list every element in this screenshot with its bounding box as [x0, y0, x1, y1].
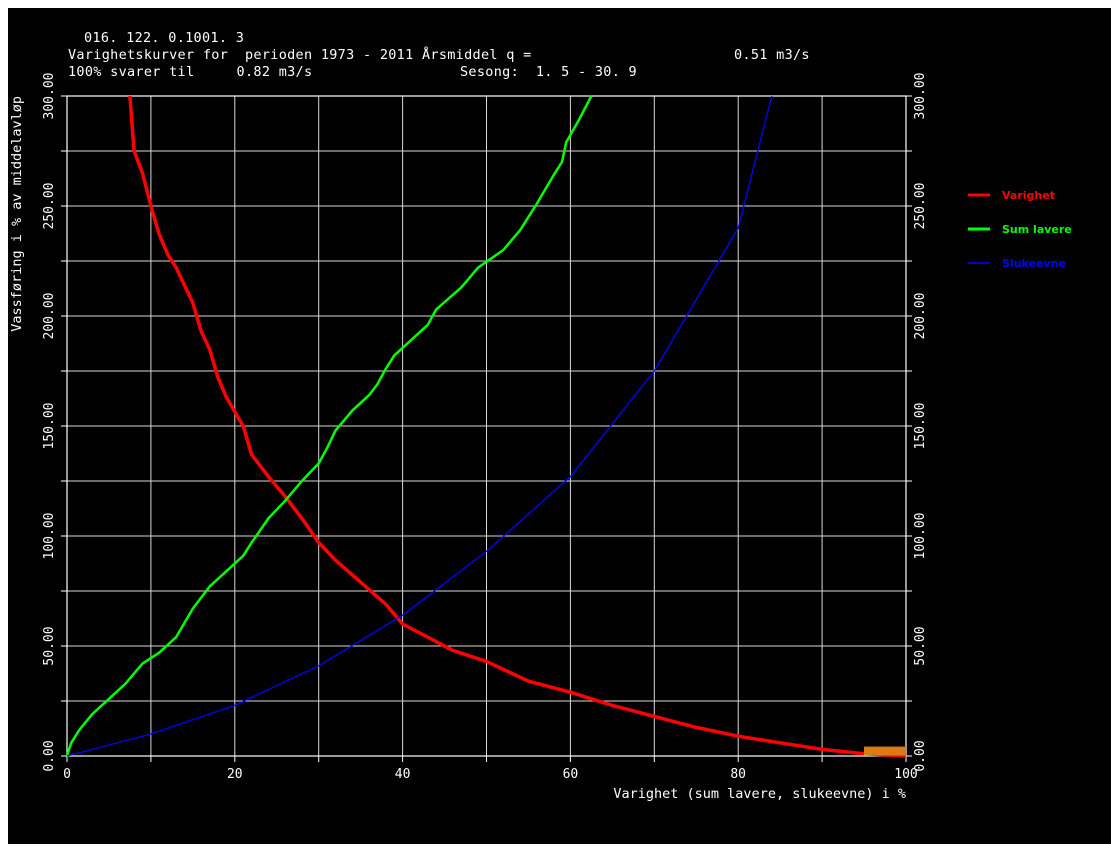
y-tick-label-right: 250.00	[913, 183, 928, 230]
legend-label: Slukeevne	[1002, 257, 1066, 270]
y-tick-label-left: 150.00	[42, 403, 57, 450]
chart-frame: 016. 122. 0.1001. 3 Varighetskurver for …	[8, 8, 1111, 844]
x-tick-label: 60	[563, 767, 579, 782]
y-tick-label-right: 300.00	[913, 73, 928, 120]
y-tick-label-left: 100.00	[42, 513, 57, 560]
x-axis-title: Varighet (sum lavere, slukeevne) i %	[613, 786, 906, 802]
y-tick-label-left: 0.00	[42, 740, 57, 771]
y-tick-label-right: 50.00	[913, 626, 928, 665]
x-tick-label: 0	[63, 767, 71, 782]
x-tick-label: 100	[894, 767, 917, 782]
y-tick-label-left: 300.00	[42, 73, 57, 120]
y-tick-label-right: 100.00	[913, 513, 928, 560]
y-axis-title: Vassføring i % av middelavløp	[9, 96, 25, 332]
x-tick-label: 80	[730, 767, 746, 782]
y-tick-label-left: 250.00	[42, 183, 57, 230]
y-tick-label-left: 50.00	[42, 626, 57, 665]
header-mean-flow: 0.51 m3/s	[734, 47, 810, 63]
y-tick-label-right: 200.00	[913, 293, 928, 340]
y-tick-label-left: 200.00	[42, 293, 57, 340]
series-line-varighet	[128, 95, 907, 758]
x-tick-label: 20	[227, 767, 243, 782]
header-season: Sesong: 1. 5 - 30. 9	[460, 64, 637, 80]
x-tick-label: 40	[395, 767, 411, 782]
y-tick-label-right: 150.00	[913, 403, 928, 450]
legend-label: Varighet	[1002, 189, 1055, 202]
series-line-sum-lavere	[65, 95, 593, 757]
series-line-slukeevne	[66, 95, 773, 757]
legend-label: Sum lavere	[1002, 223, 1072, 236]
y-tick-label-right: 0.00	[913, 740, 928, 771]
header-period-line: Varighetskurver for perioden 1973 - 2011…	[68, 47, 532, 63]
header-station-id: 016. 122. 0.1001. 3	[84, 30, 245, 46]
header-scale-line: 100% svarer til 0.82 m3/s	[68, 64, 313, 80]
corner-marker	[864, 746, 907, 756]
